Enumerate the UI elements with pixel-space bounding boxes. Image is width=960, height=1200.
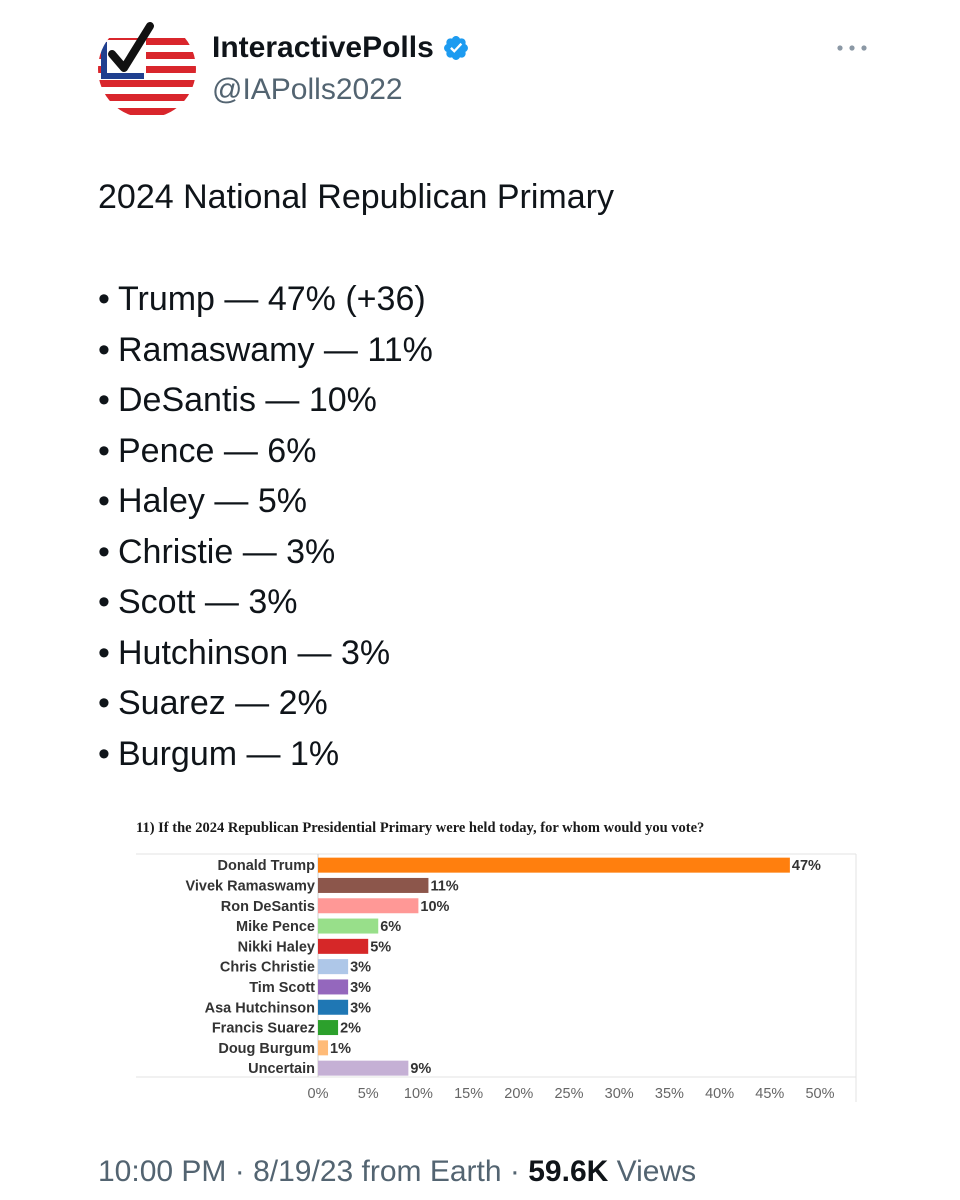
- x-tick-label: 20%: [504, 1086, 533, 1102]
- result-list-item: • Haley — 5%: [98, 476, 433, 527]
- bar-value-label: 9%: [410, 1061, 431, 1077]
- bar-value-label: 10%: [420, 899, 449, 915]
- tweet-source: from Earth: [361, 1155, 502, 1188]
- bar: [318, 979, 349, 995]
- separator: ·: [226, 1155, 254, 1188]
- bullet: •: [98, 633, 110, 672]
- category-label: Uncertain: [248, 1061, 315, 1077]
- chart-title: 11) If the 2024 Republican Presidential …: [136, 820, 705, 836]
- bar: [318, 938, 369, 954]
- bullet: •: [98, 684, 110, 722]
- bar-value-label: 47%: [792, 858, 821, 874]
- category-label: Doug Burgum: [218, 1041, 315, 1057]
- views-count: 59.6K: [528, 1155, 609, 1188]
- bar: [318, 857, 790, 873]
- tweet-time[interactable]: 10:00 PM: [98, 1155, 227, 1188]
- x-tick-label: 40%: [705, 1086, 734, 1102]
- result-text: Christie — 3%: [118, 532, 336, 571]
- x-tick-label: 15%: [454, 1086, 483, 1102]
- account-handle[interactable]: @IAPolls2022: [212, 73, 403, 106]
- bar: [318, 1020, 339, 1036]
- bar-value-label: 2%: [340, 1021, 361, 1037]
- views-label: Views: [616, 1155, 697, 1188]
- result-text: Ramaswamy — 11%: [118, 330, 433, 369]
- result-list-item: • Trump — 47% (+36): [98, 274, 433, 325]
- bar-value-label: 6%: [380, 919, 401, 935]
- bar-value-label: 1%: [330, 1041, 351, 1057]
- account-avatar[interactable]: [98, 20, 196, 118]
- result-list-item: • Suarez — 2%: [98, 678, 433, 729]
- category-label: Francis Suarez: [212, 1021, 315, 1037]
- bar: [318, 918, 379, 934]
- bar: [318, 898, 419, 914]
- bar-value-label: 3%: [350, 960, 371, 976]
- bar: [318, 999, 349, 1015]
- bar-chart: Donald Trump 47% Vivek Ramaswamy 11% Ron DeS…: [136, 853, 857, 1102]
- bullet: •: [98, 280, 110, 318]
- result-text: Trump — 47% (+36): [118, 280, 426, 318]
- bar: [318, 1040, 329, 1056]
- x-tick-label: 0%: [308, 1086, 329, 1102]
- bar-value-label: 3%: [350, 980, 371, 996]
- result-text: Haley — 5%: [118, 482, 307, 520]
- x-tick-label: 35%: [655, 1086, 684, 1102]
- x-tick-label: 45%: [755, 1086, 784, 1102]
- result-list-item: • Christie — 3%: [98, 527, 433, 578]
- poll-results-list: • Trump — 47% (+36) • Ramaswamy — 11% • DeSan…: [98, 274, 433, 779]
- bar-value-label: 11%: [430, 878, 458, 894]
- display-name-text: InteractivePolls: [212, 31, 434, 64]
- bullet: •: [98, 381, 110, 419]
- category-label: Tim Scott: [249, 980, 315, 996]
- x-tick-label: 25%: [554, 1086, 583, 1102]
- result-text: DeSantis — 10%: [118, 381, 377, 419]
- poll-chart-image[interactable]: 11) If the 2024 Republican Presidential …: [118, 812, 858, 1112]
- tweet-metadata: 10:00 PM · 8/19/23 from Earth · 59.6K Vi…: [98, 1152, 696, 1192]
- bar-value-label: 3%: [350, 1000, 371, 1016]
- result-list-item: • DeSantis — 10%: [98, 375, 433, 426]
- bullet: •: [98, 431, 110, 470]
- result-text: Pence — 6%: [118, 431, 317, 470]
- category-label: Mike Pence: [236, 919, 315, 935]
- category-label: Nikki Haley: [238, 939, 315, 955]
- category-label: Donald Trump: [218, 858, 316, 874]
- result-list-item: • Burgum — 1%: [98, 729, 433, 780]
- bullet: •: [98, 583, 110, 621]
- verified-badge-icon: [443, 36, 468, 60]
- x-tick-label: 50%: [805, 1086, 834, 1102]
- x-tick-label: 10%: [404, 1086, 433, 1102]
- result-list-item: • Pence — 6%: [98, 426, 433, 477]
- bullet: •: [98, 734, 110, 773]
- result-list-item: • Scott — 3%: [98, 577, 433, 628]
- category-label: Asa Hutchinson: [205, 1000, 315, 1016]
- result-text: Burgum — 1%: [118, 734, 340, 773]
- tweet-date[interactable]: 8/19/23: [253, 1155, 354, 1188]
- bullet: •: [98, 330, 110, 369]
- result-text: Suarez — 2%: [118, 684, 328, 722]
- result-list-item: • Ramaswamy — 11%: [98, 325, 433, 376]
- bar: [318, 959, 349, 975]
- bar: [318, 1060, 409, 1076]
- separator: ·: [501, 1155, 529, 1188]
- bullet: •: [98, 482, 110, 520]
- x-tick-label: 5%: [358, 1086, 379, 1102]
- more-options-icon[interactable]: [832, 36, 872, 60]
- category-label: Chris Christie: [220, 960, 315, 976]
- bar-value-label: 5%: [370, 939, 391, 955]
- account-display-name[interactable]: InteractivePolls: [212, 30, 470, 66]
- bullet: •: [98, 532, 110, 571]
- result-list-item: • Hutchinson — 3%: [98, 628, 433, 679]
- category-label: Ron DeSantis: [221, 899, 315, 915]
- result-text: Hutchinson — 3%: [118, 633, 391, 672]
- iapolls-logo-icon: [98, 20, 196, 118]
- category-label: Vivek Ramaswamy: [185, 878, 315, 894]
- result-text: Scott — 3%: [118, 583, 298, 621]
- bar: [318, 877, 429, 893]
- tweet-title: 2024 National Republican Primary: [98, 178, 614, 216]
- x-tick-label: 30%: [605, 1086, 634, 1102]
